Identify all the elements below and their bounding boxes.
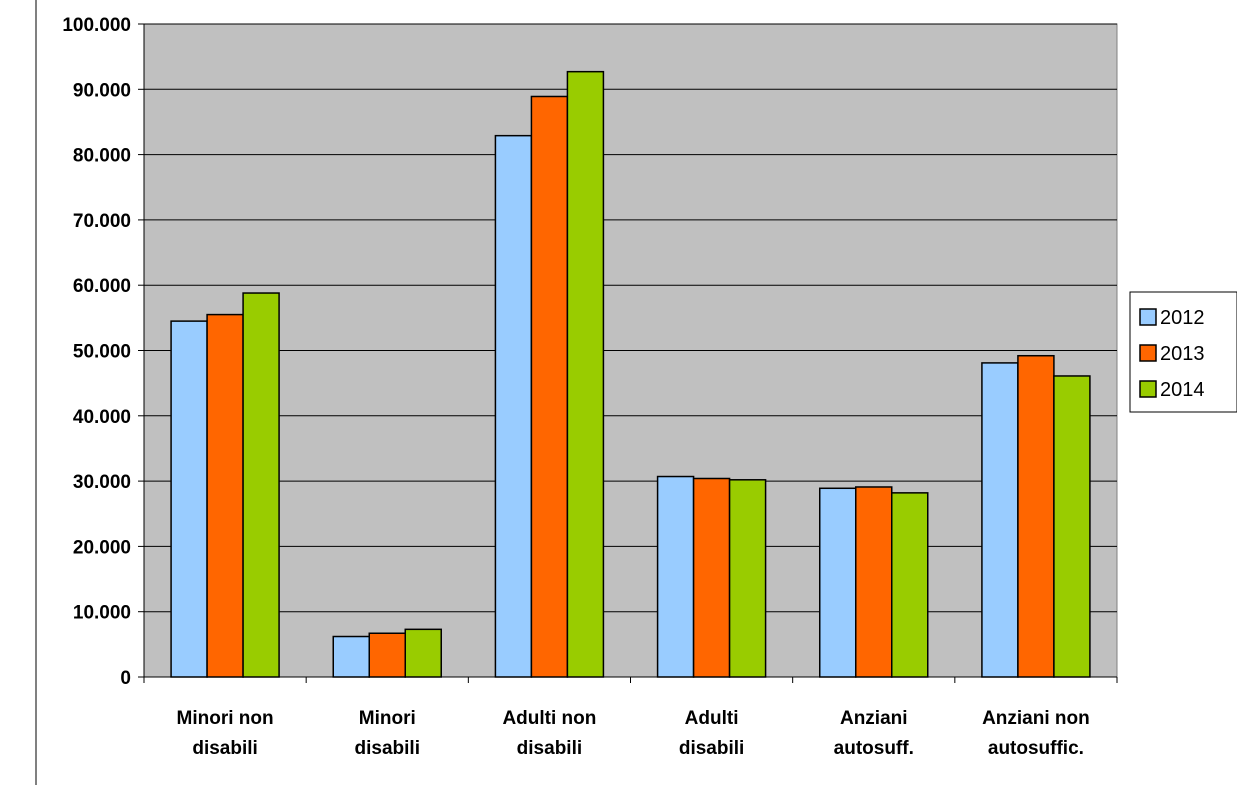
- bar-2013: [368, 632, 406, 678]
- y-tick-label: 10.000: [73, 603, 131, 624]
- legend-label-2012: 2012: [1160, 307, 1205, 329]
- legend-swatch-2014: [1139, 380, 1157, 398]
- legend-swatch-2013: [1139, 344, 1157, 362]
- bar-2014: [242, 292, 280, 678]
- x-category-label: autosuff.: [834, 738, 914, 759]
- y-tick-label: 60.000: [73, 276, 131, 297]
- bar-2012: [656, 475, 695, 678]
- x-category-label: disabili: [517, 738, 582, 759]
- x-category-label: Minori non: [177, 708, 274, 729]
- legend-label-2014: 2014: [1160, 379, 1205, 401]
- y-tick-label: 90.000: [73, 80, 131, 101]
- y-tick-label: 50.000: [73, 342, 131, 363]
- bar-2014: [404, 628, 442, 678]
- bar-2013: [530, 95, 569, 678]
- x-category-label: Anziani: [840, 708, 908, 729]
- x-category-label: disabili: [355, 738, 420, 759]
- bar-2012: [819, 487, 857, 678]
- x-category-label: Adulti non: [502, 708, 596, 729]
- bar-2013: [855, 486, 893, 678]
- bar-2012: [494, 134, 533, 678]
- x-category-label: autosuffic.: [988, 738, 1084, 759]
- bar-2013: [692, 477, 731, 678]
- x-category-label: Anziani non: [982, 708, 1090, 729]
- legend-swatch-2012: [1139, 308, 1157, 326]
- y-tick-label: 80.000: [73, 146, 131, 167]
- y-tick-label: 0: [120, 668, 131, 689]
- bar-2012: [332, 635, 370, 678]
- bar-2014: [1053, 375, 1091, 678]
- y-tick-label: 70.000: [73, 211, 131, 232]
- y-tick-label: 40.000: [73, 407, 131, 428]
- legend-label-2013: 2013: [1160, 343, 1205, 365]
- y-tick-label: 20.000: [73, 537, 131, 558]
- bar-2013: [206, 313, 244, 678]
- bar-2013: [1017, 354, 1055, 678]
- x-category-label: Adulti: [685, 708, 739, 729]
- bar-2014: [728, 479, 767, 678]
- bar-2012: [981, 362, 1019, 678]
- bar-2012: [170, 320, 208, 678]
- x-category-label: disabili: [679, 738, 744, 759]
- y-tick-label: 30.000: [73, 472, 131, 493]
- bar-2014: [566, 70, 605, 678]
- x-category-label: disabili: [192, 738, 257, 759]
- y-tick-label: 100.000: [62, 15, 131, 36]
- x-category-label: Minori: [359, 708, 416, 729]
- bar-2014: [891, 492, 929, 678]
